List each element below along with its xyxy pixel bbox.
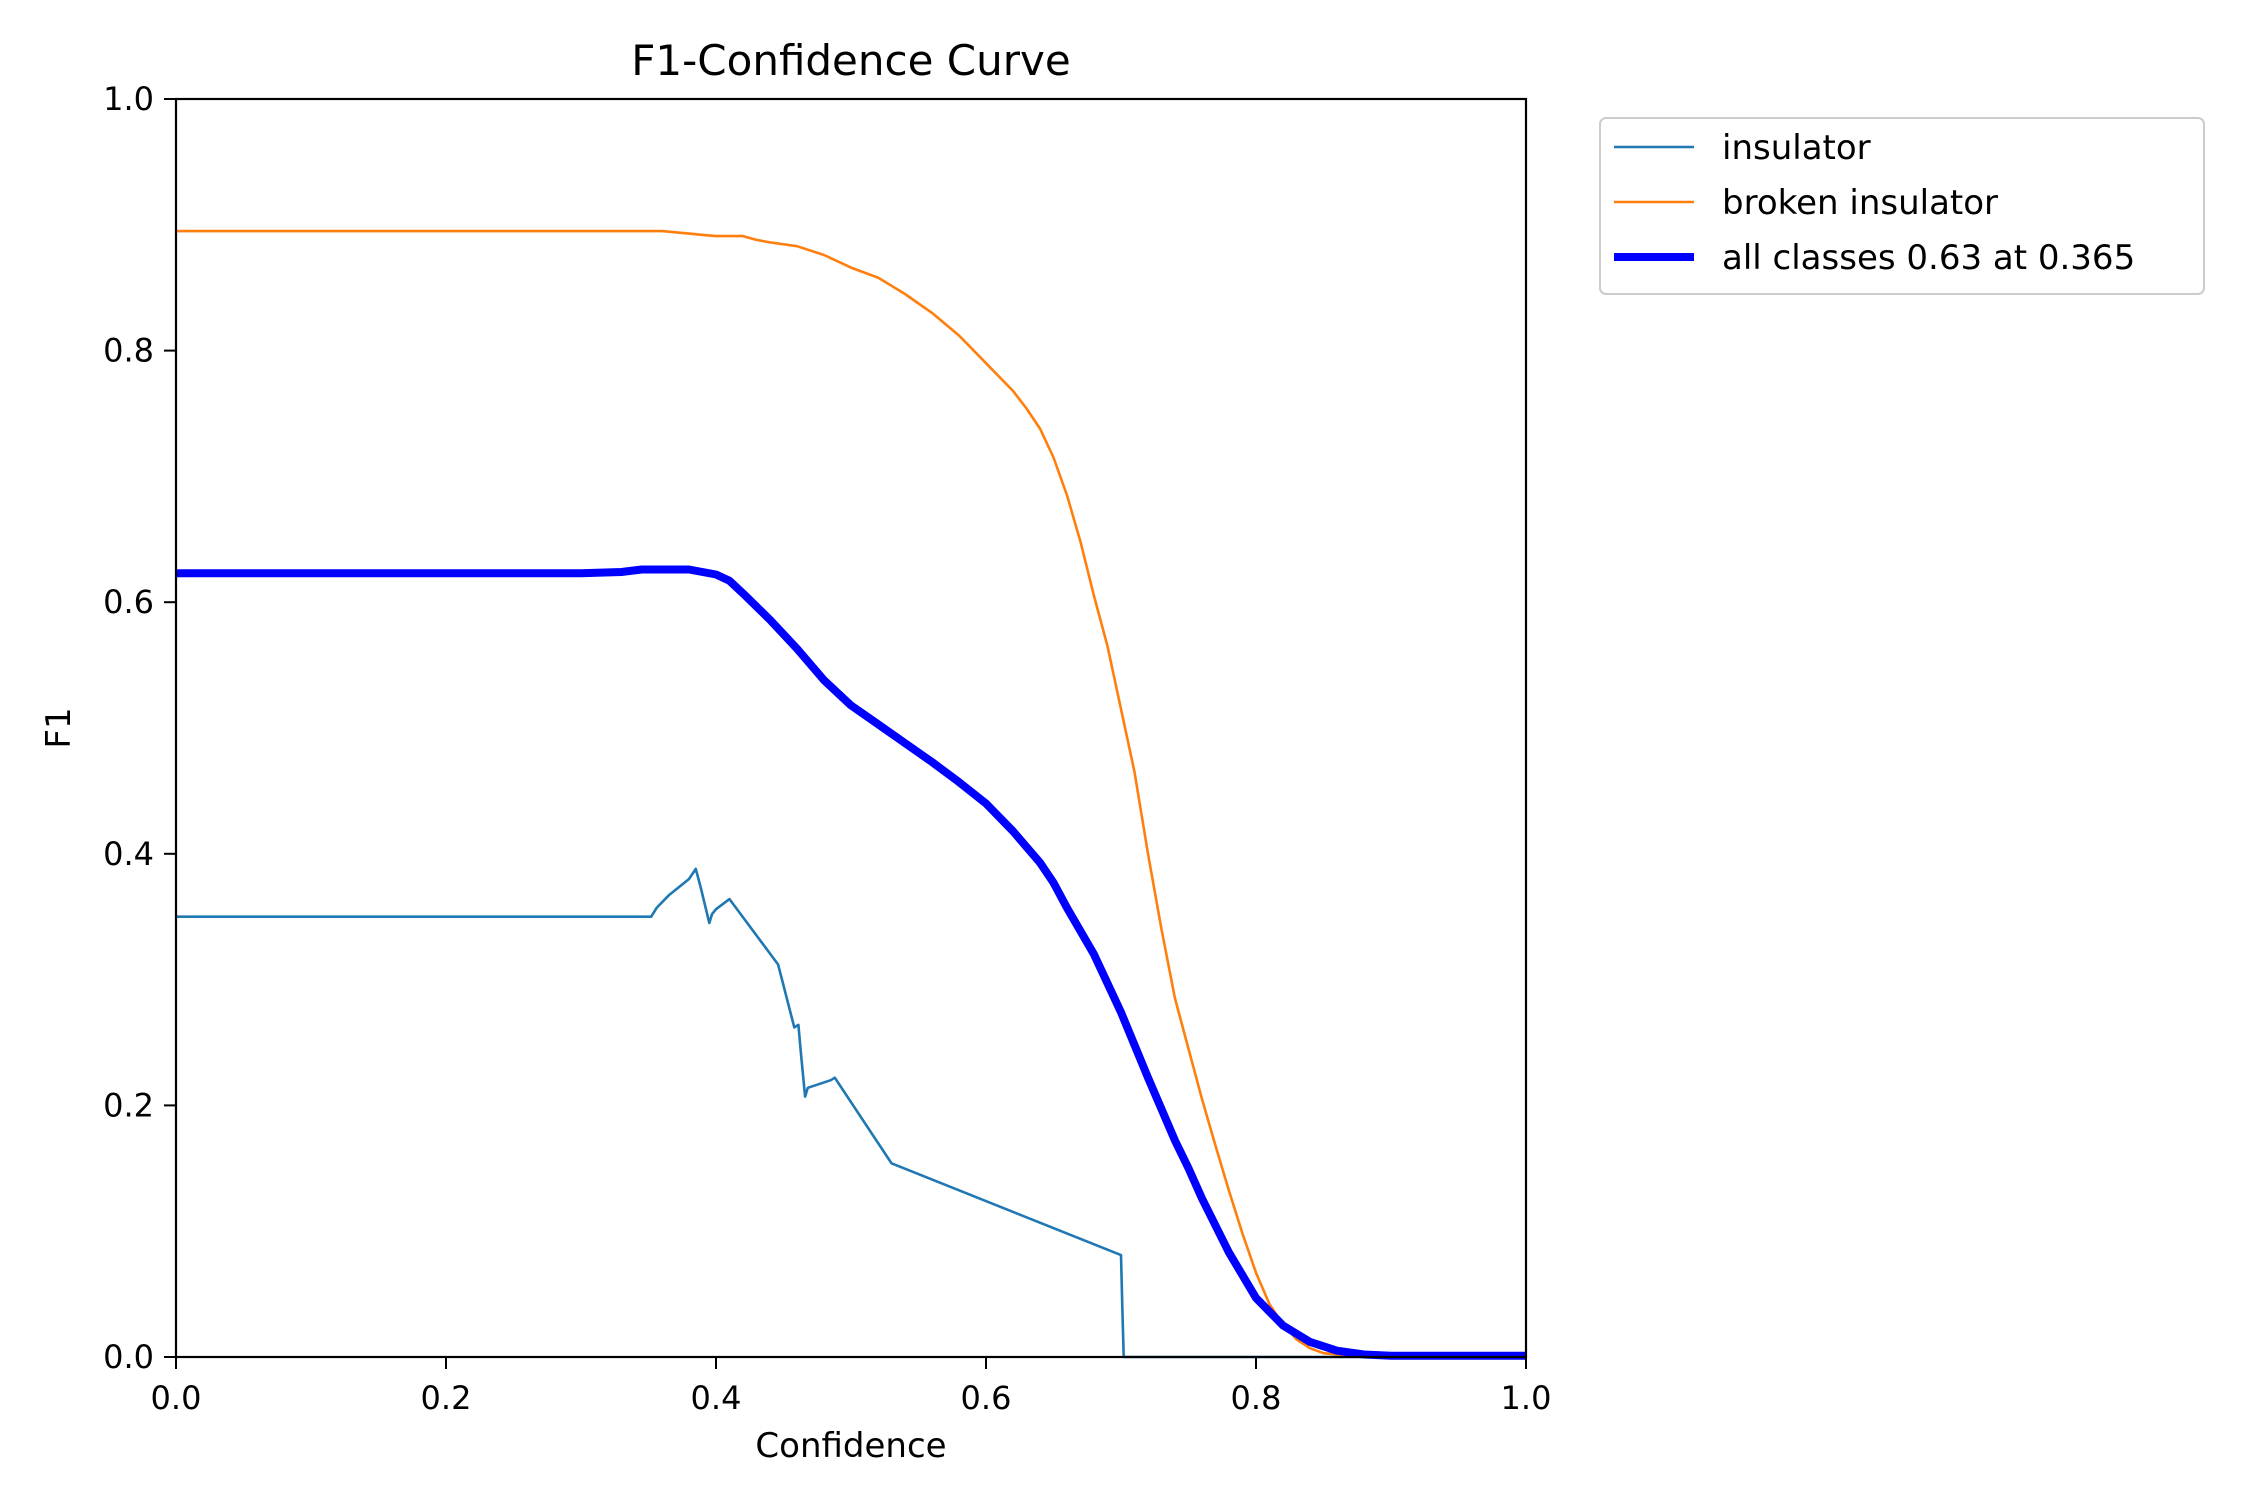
legend-box bbox=[1599, 117, 2205, 295]
x-axis-label: Confidence bbox=[755, 1426, 946, 1466]
y-tick-label: 0.8 bbox=[103, 332, 154, 370]
y-axis-ticks: 0.0 0.2 0.4 0.6 0.8 1.0 bbox=[103, 80, 176, 1376]
chart-title: F1-Confidence Curve bbox=[631, 36, 1070, 85]
legend-label: insulator bbox=[1722, 128, 1871, 168]
plot-series bbox=[176, 229, 1526, 1360]
y-tick-label: 0.2 bbox=[103, 1086, 154, 1124]
x-tick-label: 0.6 bbox=[961, 1379, 1012, 1417]
y-tick-label: 1.0 bbox=[103, 80, 154, 118]
series-line-1 bbox=[176, 867, 1526, 1359]
y-tick-label: 0.6 bbox=[103, 583, 154, 621]
y-tick-label: 0.4 bbox=[103, 835, 154, 873]
x-tick-label: 0.0 bbox=[151, 1379, 202, 1417]
x-tick-label: 0.8 bbox=[1231, 1379, 1282, 1417]
legend-label: all classes 0.63 at 0.365 bbox=[1722, 238, 2135, 278]
x-tick-label: 0.2 bbox=[421, 1379, 472, 1417]
x-axis-ticks: 0.0 0.2 0.4 0.6 0.8 1.0 bbox=[151, 1357, 1552, 1417]
y-axis-label: F1 bbox=[39, 707, 79, 748]
x-tick-label: 1.0 bbox=[1501, 1379, 1552, 1417]
series-line-3 bbox=[176, 565, 1526, 1360]
legend: insulator broken insulator all classes 0.6… bbox=[1599, 117, 2205, 295]
series-line-2 bbox=[176, 229, 1526, 1359]
legend-entries: insulator broken insulator all classes 0.6… bbox=[1614, 128, 2135, 278]
y-tick-label: 0.0 bbox=[103, 1338, 154, 1376]
x-tick-label: 0.4 bbox=[691, 1379, 742, 1417]
plot-area-frame bbox=[174, 97, 1528, 1359]
legend-label: broken insulator bbox=[1722, 183, 1998, 223]
